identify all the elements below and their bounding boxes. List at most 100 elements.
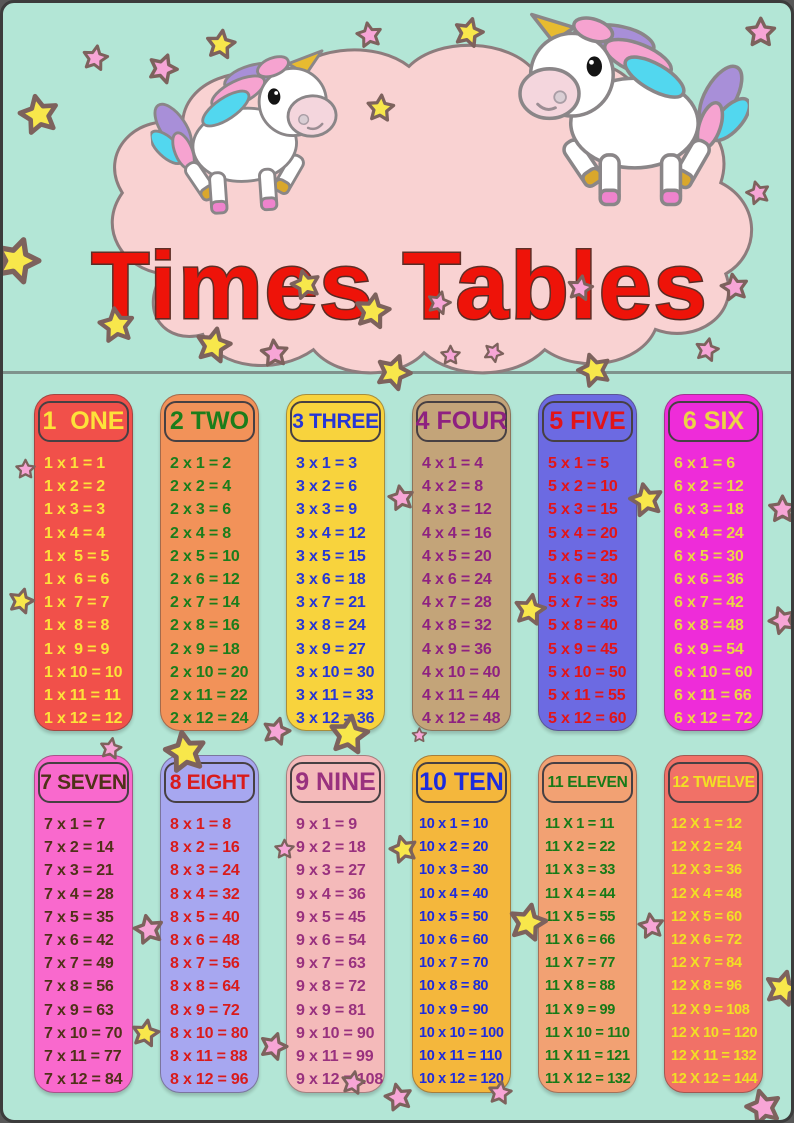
- table-rows: 11 X 1 = 11 11 X 2 = 22 11 X 3 = 33 11 X 4 …: [539, 813, 636, 1091]
- table-row: 1 x 10 = 10: [44, 663, 123, 681]
- table-row: 5 x 3 = 15: [548, 501, 618, 519]
- table-row: 10 x 8 = 80: [419, 978, 489, 995]
- yellow-star-icon: [17, 93, 58, 135]
- table-row: 11 X 1 = 11: [545, 816, 615, 832]
- table-row: 5 x 7 = 35: [548, 594, 618, 612]
- table-row: 12 X 5 = 60: [671, 908, 742, 925]
- table-row: 4 x 6 = 24: [422, 570, 492, 588]
- table-row: 1 x 9 = 9: [44, 640, 110, 658]
- table-row: 5 x 4 = 20: [548, 524, 618, 542]
- table-row: 11 X 3 = 33: [545, 862, 615, 879]
- table-row: 12 X 3 = 36: [671, 862, 742, 879]
- table-row: 1 x 2 = 2: [44, 478, 105, 496]
- table-row: 10 x 5 = 50: [419, 908, 489, 925]
- table-row: 3 x 10 = 30: [296, 663, 375, 681]
- table-row: 7 x 5 = 35: [44, 908, 114, 926]
- table-row: 7 x 11 = 77: [44, 1047, 122, 1065]
- table-row: 11 X 7 = 77: [545, 955, 615, 972]
- times-table-2: 2 TWO 2 x 1 = 2 2 x 2 = 4 2 x 3 = 6 2 x 4 = …: [160, 394, 259, 732]
- times-table-10: 10 TEN 10 x 1 = 10 10 x 2 = 20 10 x 3 = 30 1…: [412, 755, 511, 1093]
- table-heading: 4 FOUR: [416, 401, 507, 442]
- table-row: 2 x 3 = 6: [170, 501, 231, 519]
- table-row: 5 x 8 = 40: [548, 617, 618, 635]
- table-row: 1 x 11 = 11: [44, 686, 121, 704]
- table-row: 3 x 4 = 12: [296, 524, 366, 542]
- table-row: 6 x 6 = 36: [674, 570, 744, 588]
- table-row: 10 x 10 = 100: [419, 1024, 504, 1041]
- table-row: 6 x 7 = 42: [674, 594, 744, 612]
- table-rows: 7 x 1 = 7 7 x 2 = 14 7 x 3 = 21 7 x 4 = 28 7…: [35, 813, 132, 1091]
- table-row: 11 X 4 = 44: [545, 885, 615, 902]
- table-row: 2 x 12 = 24: [170, 710, 249, 728]
- table-rows: 8 x 1 = 8 8 x 2 = 16 8 x 3 = 24 8 x 4 = 32 8…: [161, 813, 258, 1091]
- table-rows: 2 x 1 = 2 2 x 2 = 4 2 x 3 = 6 2 x 4 = 8 2 x …: [161, 452, 258, 730]
- table-row: 9 x 8 = 72: [296, 978, 366, 996]
- table-row: 9 x 4 = 36: [296, 885, 366, 903]
- table-row: 5 x 10 = 50: [548, 663, 627, 681]
- times-table-12: 12 TWELVE 12 X 1 = 12 12 X 2 = 24 12 X 3 = …: [664, 755, 763, 1093]
- table-row: 3 x 9 = 27: [296, 640, 366, 658]
- table-row: 10 x 2 = 20: [419, 839, 489, 856]
- table-row: 3 x 1 = 3: [296, 455, 357, 472]
- table-row: 6 x 4 = 24: [674, 524, 744, 542]
- table-row: 8 x 9 = 72: [170, 1001, 240, 1019]
- table-row: 7 x 3 = 21: [44, 862, 114, 880]
- table-row: 8 x 1 = 8: [170, 816, 231, 833]
- table-row: 3 x 2 = 6: [296, 478, 357, 496]
- table-row: 11 X 6 = 66: [545, 931, 615, 948]
- table-heading: 9 NINE: [290, 762, 381, 803]
- table-row: 8 x 5 = 40: [170, 908, 240, 926]
- table-row: 4 x 1 = 4: [422, 455, 483, 472]
- table-row: 6 x 2 = 12: [674, 478, 744, 496]
- table-row: 12 X 12 = 144: [671, 1071, 758, 1088]
- table-row: 12 X 9 = 108: [671, 1001, 750, 1018]
- table-row: 8 x 7 = 56: [170, 955, 240, 973]
- table-row: 7 x 4 = 28: [44, 885, 114, 903]
- table-row: 10 x 12 = 120: [419, 1071, 504, 1088]
- table-rows: 1 x 1 = 1 1 x 2 = 2 1 x 3 = 3 1 x 4 = 4 1 x …: [35, 452, 132, 730]
- table-row: 3 x 6 = 18: [296, 570, 366, 588]
- table-row: 4 x 10 = 40: [422, 663, 501, 681]
- table-row: 10 x 6 = 60: [419, 931, 489, 948]
- table-rows: 10 x 1 = 10 10 x 2 = 20 10 x 3 = 30 10 x 4 …: [413, 813, 510, 1091]
- table-row: 7 x 10 = 70: [44, 1024, 123, 1042]
- table-row: 2 x 7 = 14: [170, 594, 240, 612]
- table-row: 5 x 2 = 10: [548, 478, 618, 496]
- table-row: 9 x 11 = 99: [296, 1047, 374, 1065]
- table-row: 7 x 12 = 84: [44, 1071, 123, 1089]
- table-row: 12 X 11 = 132: [671, 1047, 757, 1064]
- table-row: 6 x 12 = 72: [674, 710, 753, 728]
- table-row: 4 x 5 = 20: [422, 547, 492, 565]
- table-row: 7 x 6 = 42: [44, 931, 114, 949]
- table-row: 9 x 5 = 45: [296, 908, 366, 926]
- times-table-6: 6 SIX 6 x 1 = 6 6 x 2 = 12 6 x 3 = 18 6 x 4 …: [664, 394, 763, 732]
- table-rows: 6 x 1 = 6 6 x 2 = 12 6 x 3 = 18 6 x 4 = 24 6…: [665, 452, 762, 730]
- table-row: 6 x 11 = 66: [674, 686, 752, 704]
- table-row: 8 x 12 = 96: [170, 1071, 249, 1089]
- table-row: 8 x 11 = 88: [170, 1047, 248, 1065]
- times-table-9: 9 NINE 9 x 1 = 9 9 x 2 = 18 9 x 3 = 27 9 x 4…: [286, 755, 385, 1093]
- table-row: 9 x 1 = 9: [296, 816, 357, 833]
- table-row: 9 x 2 = 18: [296, 839, 366, 857]
- table-row: 4 x 3 = 12: [422, 501, 492, 519]
- times-table-4: 4 FOUR 4 x 1 = 4 4 x 2 = 8 4 x 3 = 12 4 x 4 …: [412, 394, 511, 732]
- table-row: 11 X 5 = 55: [545, 908, 615, 925]
- table-row: 6 x 3 = 18: [674, 501, 744, 519]
- table-row: 4 x 9 = 36: [422, 640, 492, 658]
- table-heading: 1 ONE: [38, 401, 129, 442]
- table-row: 8 x 4 = 32: [170, 885, 240, 903]
- table-row: 2 x 8 = 16: [170, 617, 240, 635]
- tables-grid-row-1: 1 ONE 1 x 1 = 1 1 x 2 = 2 1 x 3 = 3 1 x 4 = …: [34, 394, 766, 732]
- table-row: 8 x 3 = 24: [170, 862, 240, 880]
- times-table-1: 1 ONE 1 x 1 = 1 1 x 2 = 2 1 x 3 = 3 1 x 4 = …: [34, 394, 133, 732]
- table-row: 12 X 1 = 12: [671, 816, 742, 832]
- times-table-11: 11 ELEVEN 11 X 1 = 11 11 X 2 = 22 11 X 3 = …: [538, 755, 637, 1093]
- table-row: 3 x 3 = 9: [296, 501, 357, 519]
- pink-star-icon: [767, 493, 791, 522]
- unicorn-right-icon: [501, 11, 749, 221]
- table-row: 9 x 9 = 81: [296, 1001, 366, 1019]
- table-row: 4 x 2 = 8: [422, 478, 483, 496]
